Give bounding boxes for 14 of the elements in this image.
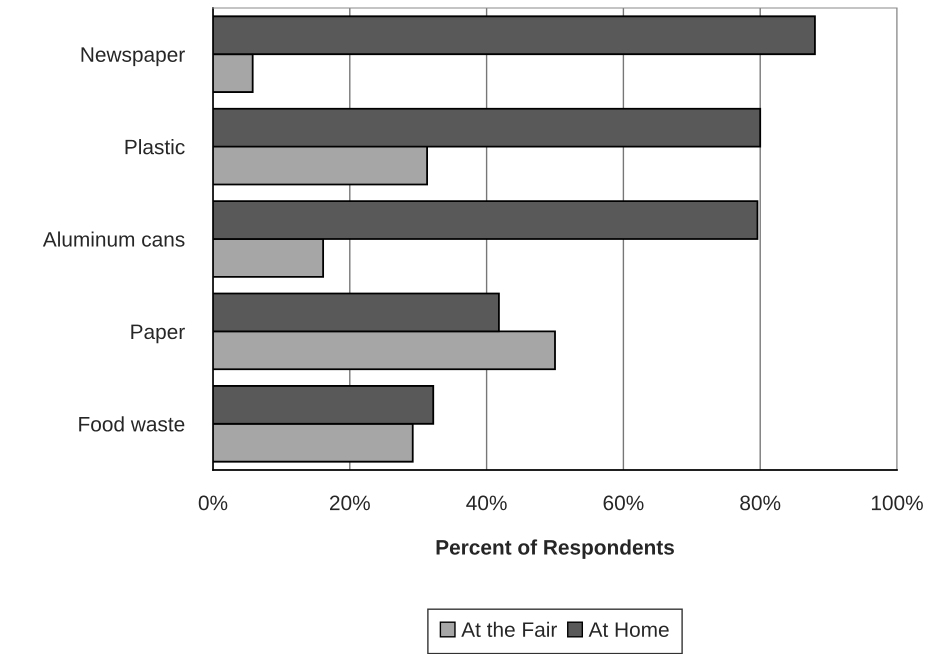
x-tick-label: 0% xyxy=(198,496,228,510)
x-tick-label: 40% xyxy=(466,496,507,510)
x-tick-label: 60% xyxy=(604,496,644,510)
x-tick-label: 80% xyxy=(740,496,780,510)
y-tick-label: Plastic xyxy=(126,139,185,154)
y-tick-label: Food waste xyxy=(79,416,184,432)
x-tick-label: 20% xyxy=(330,496,370,510)
y-tick-label: Aluminum cans xyxy=(42,231,184,247)
x-axis-title: Percent of Respondents xyxy=(436,539,674,559)
y-tick-label: Newspaper xyxy=(82,47,185,66)
x-tick-label: 100% xyxy=(872,496,923,510)
y-tick-label: Paper xyxy=(131,324,185,344)
legend-label: At Home xyxy=(588,622,669,638)
legend-label: At the Fair xyxy=(461,622,557,638)
